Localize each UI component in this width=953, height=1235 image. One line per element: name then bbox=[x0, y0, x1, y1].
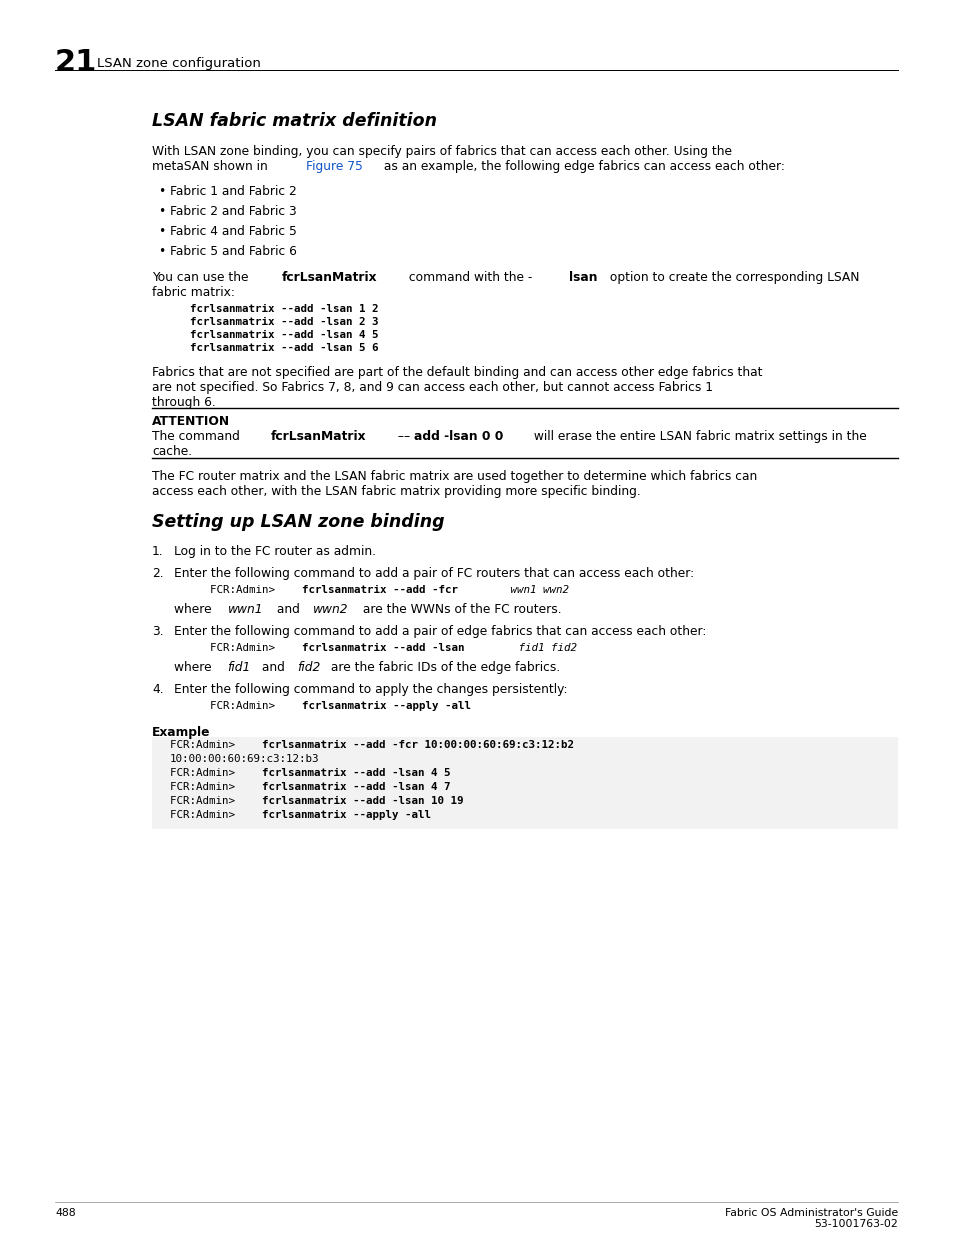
Text: fcrlsanmatrix --add -lsan 4 7: fcrlsanmatrix --add -lsan 4 7 bbox=[262, 782, 450, 792]
Text: •: • bbox=[158, 245, 165, 258]
Text: are the WWNs of the FC routers.: are the WWNs of the FC routers. bbox=[358, 603, 561, 616]
Text: fcrlsanmatrix --add -fcr 10:00:00:60:69:c3:12:b2: fcrlsanmatrix --add -fcr 10:00:00:60:69:… bbox=[262, 740, 574, 750]
Text: Fabric 2 and Fabric 3: Fabric 2 and Fabric 3 bbox=[170, 205, 296, 219]
FancyBboxPatch shape bbox=[152, 737, 897, 829]
Text: •: • bbox=[158, 205, 165, 219]
Text: are not specified. So Fabrics 7, 8, and 9 can access each other, but cannot acce: are not specified. So Fabrics 7, 8, and … bbox=[152, 382, 712, 394]
Text: fcrlsanmatrix --add -lsan 5 6: fcrlsanmatrix --add -lsan 5 6 bbox=[190, 343, 378, 353]
Text: access each other, with the LSAN fabric matrix providing more specific binding.: access each other, with the LSAN fabric … bbox=[152, 485, 640, 498]
Text: through 6.: through 6. bbox=[152, 396, 215, 409]
Text: fcrLsanMatrix: fcrLsanMatrix bbox=[270, 430, 366, 443]
Text: •: • bbox=[158, 185, 165, 198]
Text: Setting up LSAN zone binding: Setting up LSAN zone binding bbox=[152, 513, 444, 531]
Text: are the fabric IDs of the edge fabrics.: are the fabric IDs of the edge fabrics. bbox=[327, 661, 560, 674]
Text: With LSAN zone binding, you can specify pairs of fabrics that can access each ot: With LSAN zone binding, you can specify … bbox=[152, 144, 731, 158]
Text: where: where bbox=[173, 603, 215, 616]
Text: Enter the following command to add a pair of FC routers that can access each oth: Enter the following command to add a pai… bbox=[173, 567, 694, 580]
Text: ––: –– bbox=[394, 430, 409, 443]
Text: Fabric 1 and Fabric 2: Fabric 1 and Fabric 2 bbox=[170, 185, 296, 198]
Text: fcrlsanmatrix --add -lsan 4 5: fcrlsanmatrix --add -lsan 4 5 bbox=[190, 330, 378, 340]
Text: 21: 21 bbox=[55, 48, 97, 77]
Text: fcrLsanMatrix: fcrLsanMatrix bbox=[281, 270, 376, 284]
Text: fcrlsanmatrix --apply -all: fcrlsanmatrix --apply -all bbox=[302, 701, 471, 711]
Text: command with the -: command with the - bbox=[404, 270, 532, 284]
Text: fcrlsanmatrix --add -fcr: fcrlsanmatrix --add -fcr bbox=[302, 585, 457, 595]
Text: fid1 fid2: fid1 fid2 bbox=[512, 643, 577, 653]
Text: as an example, the following edge fabrics can access each other:: as an example, the following edge fabric… bbox=[379, 161, 783, 173]
Text: fcrlsanmatrix --add -lsan: fcrlsanmatrix --add -lsan bbox=[302, 643, 464, 653]
Text: fid1: fid1 bbox=[228, 661, 251, 674]
Text: FCR:Admin>: FCR:Admin> bbox=[170, 740, 241, 750]
Text: option to create the corresponding LSAN: option to create the corresponding LSAN bbox=[605, 270, 859, 284]
Text: 4.: 4. bbox=[152, 683, 164, 697]
Text: fcrlsanmatrix --add -lsan 1 2: fcrlsanmatrix --add -lsan 1 2 bbox=[190, 304, 378, 314]
Text: wwn1 wwn2: wwn1 wwn2 bbox=[503, 585, 568, 595]
Text: Enter the following command to apply the changes persistently:: Enter the following command to apply the… bbox=[173, 683, 567, 697]
Text: LSAN zone configuration: LSAN zone configuration bbox=[97, 57, 260, 70]
Text: FCR:Admin>: FCR:Admin> bbox=[210, 585, 281, 595]
Text: cache.: cache. bbox=[152, 445, 192, 458]
Text: where: where bbox=[173, 661, 215, 674]
Text: You can use the: You can use the bbox=[152, 270, 253, 284]
Text: LSAN fabric matrix definition: LSAN fabric matrix definition bbox=[152, 112, 436, 130]
Text: wwn1: wwn1 bbox=[228, 603, 263, 616]
Text: 488: 488 bbox=[55, 1208, 75, 1218]
Text: and: and bbox=[274, 603, 304, 616]
Text: and: and bbox=[257, 661, 288, 674]
Text: Fabric 5 and Fabric 6: Fabric 5 and Fabric 6 bbox=[170, 245, 296, 258]
Text: fcrlsanmatrix --add -lsan 2 3: fcrlsanmatrix --add -lsan 2 3 bbox=[190, 317, 378, 327]
Text: Enter the following command to add a pair of edge fabrics that can access each o: Enter the following command to add a pai… bbox=[173, 625, 705, 638]
Text: ATTENTION: ATTENTION bbox=[152, 415, 230, 429]
Text: 53-1001763-02: 53-1001763-02 bbox=[814, 1219, 897, 1229]
Text: 3.: 3. bbox=[152, 625, 164, 638]
Text: FCR:Admin>: FCR:Admin> bbox=[170, 810, 241, 820]
Text: fid2: fid2 bbox=[297, 661, 320, 674]
Text: The FC router matrix and the LSAN fabric matrix are used together to determine w: The FC router matrix and the LSAN fabric… bbox=[152, 471, 757, 483]
Text: metaSAN shown in: metaSAN shown in bbox=[152, 161, 272, 173]
Text: will erase the entire LSAN fabric matrix settings in the: will erase the entire LSAN fabric matrix… bbox=[529, 430, 865, 443]
Text: Fabric OS Administrator's Guide: Fabric OS Administrator's Guide bbox=[724, 1208, 897, 1218]
Text: wwn2: wwn2 bbox=[313, 603, 348, 616]
Text: fcrlsanmatrix --add -lsan 4 5: fcrlsanmatrix --add -lsan 4 5 bbox=[262, 768, 450, 778]
Text: FCR:Admin>: FCR:Admin> bbox=[170, 797, 241, 806]
Text: fcrlsanmatrix --apply -all: fcrlsanmatrix --apply -all bbox=[262, 810, 431, 820]
Text: add -lsan 0 0: add -lsan 0 0 bbox=[414, 430, 503, 443]
Text: 2.: 2. bbox=[152, 567, 164, 580]
Text: fcrlsanmatrix --add -lsan 10 19: fcrlsanmatrix --add -lsan 10 19 bbox=[262, 797, 463, 806]
Text: 10:00:00:60:69:c3:12:b3: 10:00:00:60:69:c3:12:b3 bbox=[170, 755, 319, 764]
Text: Figure 75: Figure 75 bbox=[306, 161, 363, 173]
Text: •: • bbox=[158, 225, 165, 238]
Text: Fabric 4 and Fabric 5: Fabric 4 and Fabric 5 bbox=[170, 225, 296, 238]
Text: FCR:Admin>: FCR:Admin> bbox=[210, 643, 281, 653]
Text: FCR:Admin>: FCR:Admin> bbox=[170, 768, 241, 778]
Text: 1.: 1. bbox=[152, 545, 164, 558]
Text: FCR:Admin>: FCR:Admin> bbox=[170, 782, 241, 792]
Text: Log in to the FC router as admin.: Log in to the FC router as admin. bbox=[173, 545, 375, 558]
Text: FCR:Admin>: FCR:Admin> bbox=[210, 701, 281, 711]
Text: Example: Example bbox=[152, 726, 211, 739]
Text: lsan: lsan bbox=[569, 270, 597, 284]
Text: fabric matrix:: fabric matrix: bbox=[152, 287, 234, 299]
Text: Fabrics that are not specified are part of the default binding and can access ot: Fabrics that are not specified are part … bbox=[152, 366, 761, 379]
Text: The command: The command bbox=[152, 430, 244, 443]
